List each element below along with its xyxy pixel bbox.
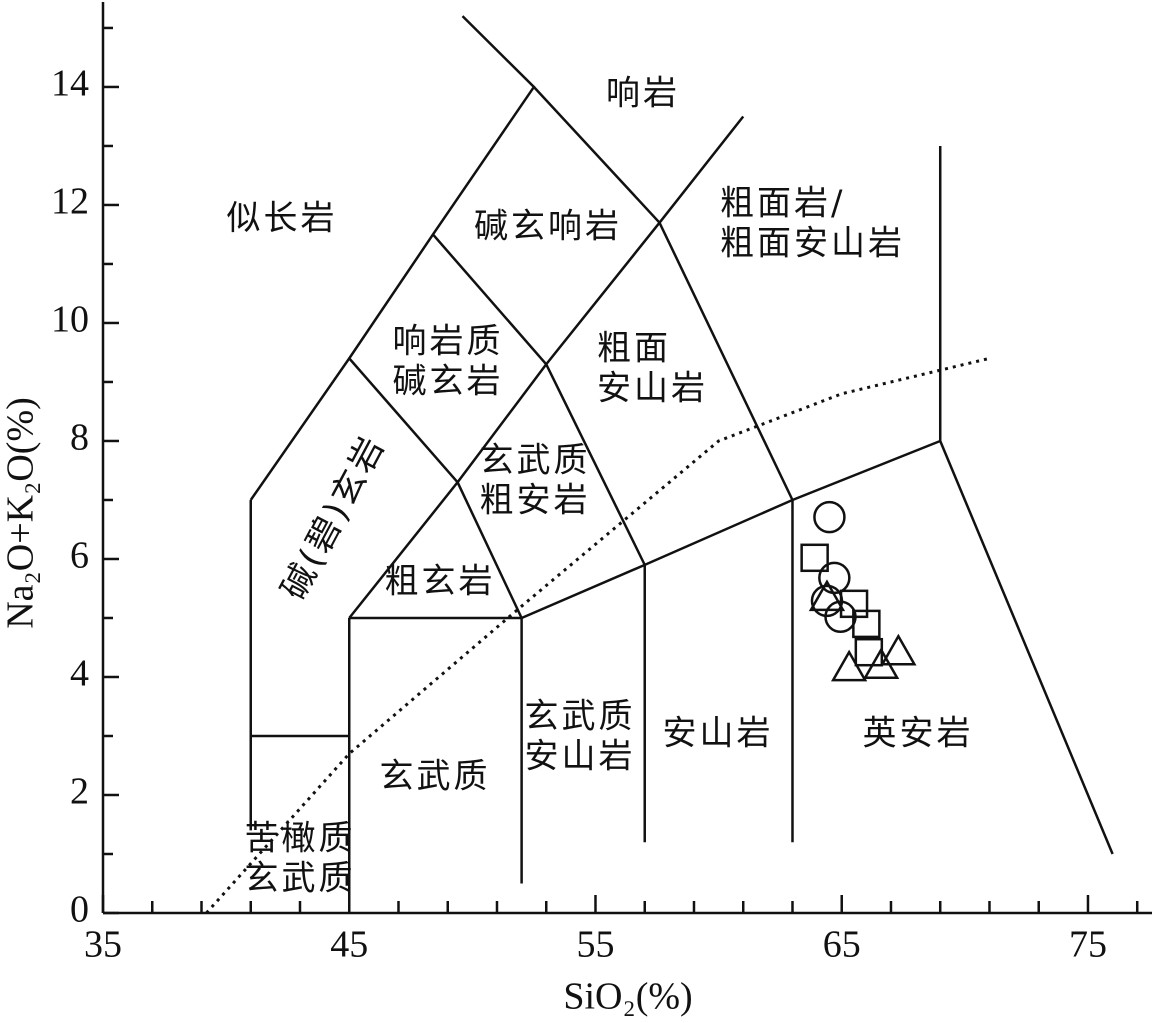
point	[880, 633, 917, 666]
field-label: 粗玄岩	[385, 562, 496, 602]
y-tick-label: 8	[70, 417, 89, 459]
y-tick-label: 6	[70, 535, 89, 577]
point	[830, 649, 868, 682]
field-label: 玄武质	[480, 441, 591, 481]
x-tick-label: 55	[576, 924, 614, 966]
x-tick-label: 65	[823, 924, 861, 966]
field-label: 响岩	[606, 74, 680, 114]
field-boundary	[939, 440, 1114, 855]
field-label: 苦橄质	[245, 819, 356, 859]
x-tick-label: 75	[1069, 924, 1107, 966]
y-tick-label: 2	[70, 771, 89, 813]
field-boundary	[348, 479, 523, 619]
y-tick-label: 14	[51, 63, 89, 105]
point	[813, 500, 846, 534]
field-boundary	[521, 439, 941, 620]
field-label: 粗安岩	[480, 481, 591, 521]
point	[854, 637, 884, 667]
field-label: 安山岩	[663, 714, 774, 754]
field-label: 玄武质	[245, 859, 356, 899]
x-tick-label: 35	[84, 924, 122, 966]
field-label: 玄武质	[525, 697, 636, 737]
field-label: 英安岩	[863, 714, 974, 754]
point	[852, 609, 881, 639]
field-label: 碱玄岩	[393, 362, 504, 402]
field-boundary	[533, 86, 794, 501]
y-tick-label: 0	[70, 889, 89, 931]
field-label: 似长岩	[227, 199, 338, 239]
field-label: 响岩质	[393, 322, 504, 362]
field-label: 安山岩	[597, 369, 708, 409]
field-label: 粗面岩/	[720, 184, 845, 224]
field-label: 碱(碧)玄岩	[274, 428, 394, 606]
y-tick-label: 4	[70, 653, 89, 695]
x-axis-label: SiO₂(%)	[563, 976, 692, 1018]
y-tick-label: 12	[51, 181, 89, 223]
field-label: 粗面安山岩	[720, 224, 905, 264]
point	[800, 543, 829, 573]
field-label: 安山岩	[525, 737, 636, 777]
field-boundary	[348, 115, 745, 485]
field-boundary	[432, 233, 646, 566]
alkaline-divide	[205, 356, 990, 915]
y-axis-label: Na₂O+K₂O(%)	[0, 397, 42, 629]
y-tick-label: 10	[51, 299, 89, 341]
field-label: 碱玄响岩	[474, 207, 622, 247]
field-boundary	[249, 15, 536, 501]
x-tick-label: 45	[330, 924, 368, 966]
field-label: 玄武质	[380, 757, 491, 797]
point	[808, 579, 846, 612]
field-label: 粗面	[597, 329, 671, 369]
